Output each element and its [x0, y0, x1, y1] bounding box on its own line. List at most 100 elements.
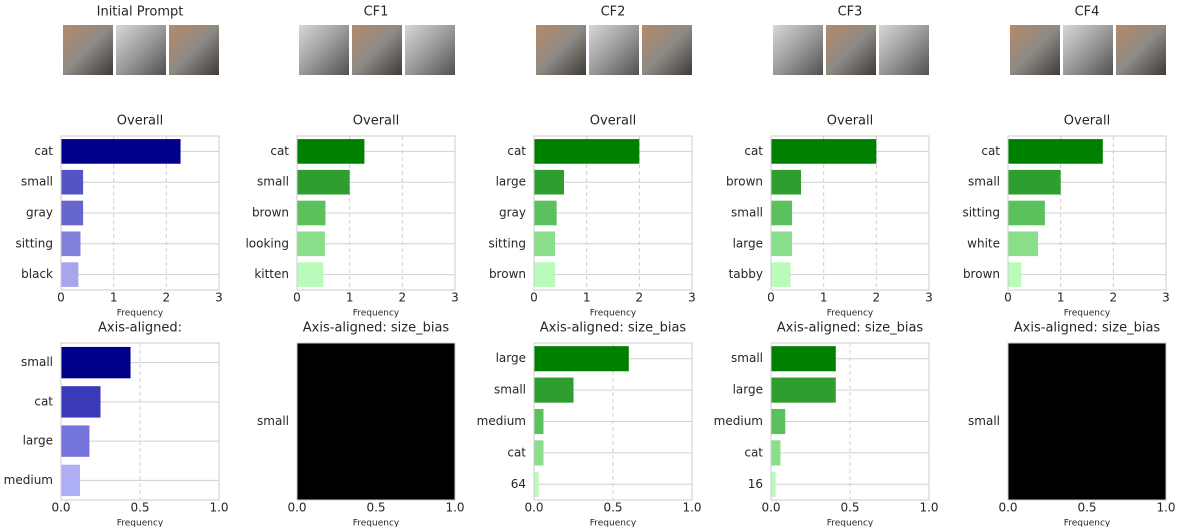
bar — [1008, 343, 1166, 500]
bar — [297, 231, 325, 257]
bar — [297, 343, 455, 500]
y-tick-label: small — [257, 414, 289, 428]
bar — [534, 471, 539, 497]
y-tick-label: cat — [34, 394, 53, 408]
bar — [61, 200, 84, 226]
x-tick-label: 0 — [1004, 291, 1012, 305]
x-tick-label: 0.0 — [287, 501, 306, 515]
y-tick-label: cat — [270, 144, 289, 158]
bar — [61, 425, 90, 457]
axes-frame — [60, 342, 220, 501]
x-tick-label: 0.5 — [130, 501, 149, 515]
y-tick-label: white — [967, 236, 1000, 250]
x-tick-label: 0.5 — [840, 501, 859, 515]
bar — [534, 377, 574, 403]
x-axis-label: Frequency — [827, 519, 874, 528]
x-tick-label: 2 — [399, 291, 407, 305]
y-tick-label: sitting — [962, 206, 1000, 220]
axes-frame — [60, 135, 220, 291]
bar — [297, 139, 365, 164]
y-tick-label: small — [21, 175, 53, 189]
chart-title: Axis-aligned: size_bias — [303, 321, 450, 336]
x-tick-label: 3 — [215, 291, 223, 305]
bar — [61, 169, 84, 195]
axes-frame — [770, 342, 930, 501]
bar — [771, 200, 793, 226]
column-title: Initial Prompt — [97, 5, 184, 20]
x-tick-label: 1 — [1057, 291, 1065, 305]
axes-frame — [1007, 342, 1167, 501]
column-title: CF4 — [1075, 5, 1100, 20]
x-axis-label: Frequency — [353, 309, 400, 319]
bar — [771, 231, 793, 257]
axes-frame — [533, 135, 693, 291]
y-tick-label: gray — [499, 206, 526, 220]
thumbnail — [826, 25, 876, 75]
y-tick-label: cat — [744, 445, 763, 459]
x-axis-label: Frequency — [1064, 519, 1111, 528]
bar — [771, 262, 791, 287]
y-tick-label: cat — [507, 445, 526, 459]
column-title: CF3 — [838, 5, 863, 20]
x-axis-label: Frequency — [117, 309, 164, 319]
y-tick-label: 16 — [748, 477, 763, 491]
x-tick-label: 0.0 — [998, 501, 1017, 515]
x-tick-label: 0 — [57, 291, 65, 305]
axes-frame — [770, 135, 930, 291]
bar — [61, 346, 131, 379]
bar — [1008, 169, 1061, 195]
x-tick-label: 0 — [767, 291, 775, 305]
x-tick-label: 0.0 — [51, 501, 70, 515]
thumbnail — [169, 25, 219, 75]
thumbnail — [299, 25, 349, 75]
bar — [297, 200, 326, 226]
bar — [297, 169, 350, 195]
x-axis-label: Frequency — [117, 519, 164, 528]
y-tick-label: brown — [489, 267, 526, 281]
axes-frame — [533, 342, 693, 501]
x-tick-label: 1 — [110, 291, 118, 305]
x-tick-label: 2 — [1110, 291, 1118, 305]
y-tick-label: small — [21, 355, 53, 369]
bar — [534, 231, 556, 257]
y-tick-label: brown — [252, 206, 289, 220]
bar — [1008, 200, 1045, 226]
y-tick-label: cat — [981, 144, 1000, 158]
column-title: CF1 — [364, 5, 389, 20]
y-tick-label: large — [496, 175, 526, 189]
x-axis-label: Frequency — [1064, 309, 1111, 319]
y-tick-label: large — [496, 351, 526, 365]
chart-title: Overall — [117, 114, 163, 129]
x-tick-label: 1 — [820, 291, 828, 305]
bar — [771, 440, 781, 466]
x-tick-label: 2 — [163, 291, 171, 305]
thumbnail — [589, 25, 639, 75]
x-tick-label: 0 — [293, 291, 301, 305]
bar — [297, 262, 324, 287]
x-tick-label: 2 — [873, 291, 881, 305]
axes-frame — [296, 135, 456, 291]
x-axis-label: Frequency — [590, 519, 637, 528]
y-tick-label: large — [733, 383, 763, 397]
chart-title: Overall — [827, 114, 873, 129]
thumbnail — [1116, 25, 1166, 75]
y-tick-label: small — [731, 206, 763, 220]
y-tick-label: 64 — [511, 477, 526, 491]
thumbnail — [63, 25, 113, 75]
x-tick-label: 3 — [688, 291, 696, 305]
x-tick-label: 3 — [1162, 291, 1170, 305]
y-tick-label: small — [257, 175, 289, 189]
y-tick-label: tabby — [729, 267, 763, 281]
bar — [61, 231, 81, 257]
bar — [534, 139, 640, 164]
y-tick-label: kitten — [254, 267, 289, 281]
column-title: CF2 — [601, 5, 626, 20]
bar — [771, 169, 802, 195]
x-tick-label: 1.0 — [682, 501, 701, 515]
bar — [61, 386, 101, 418]
chart-title: Axis-aligned: size_bias — [540, 321, 687, 336]
y-tick-label: large — [23, 434, 53, 448]
y-tick-label: gray — [26, 206, 53, 220]
x-tick-label: 3 — [451, 291, 459, 305]
bar — [534, 408, 544, 435]
